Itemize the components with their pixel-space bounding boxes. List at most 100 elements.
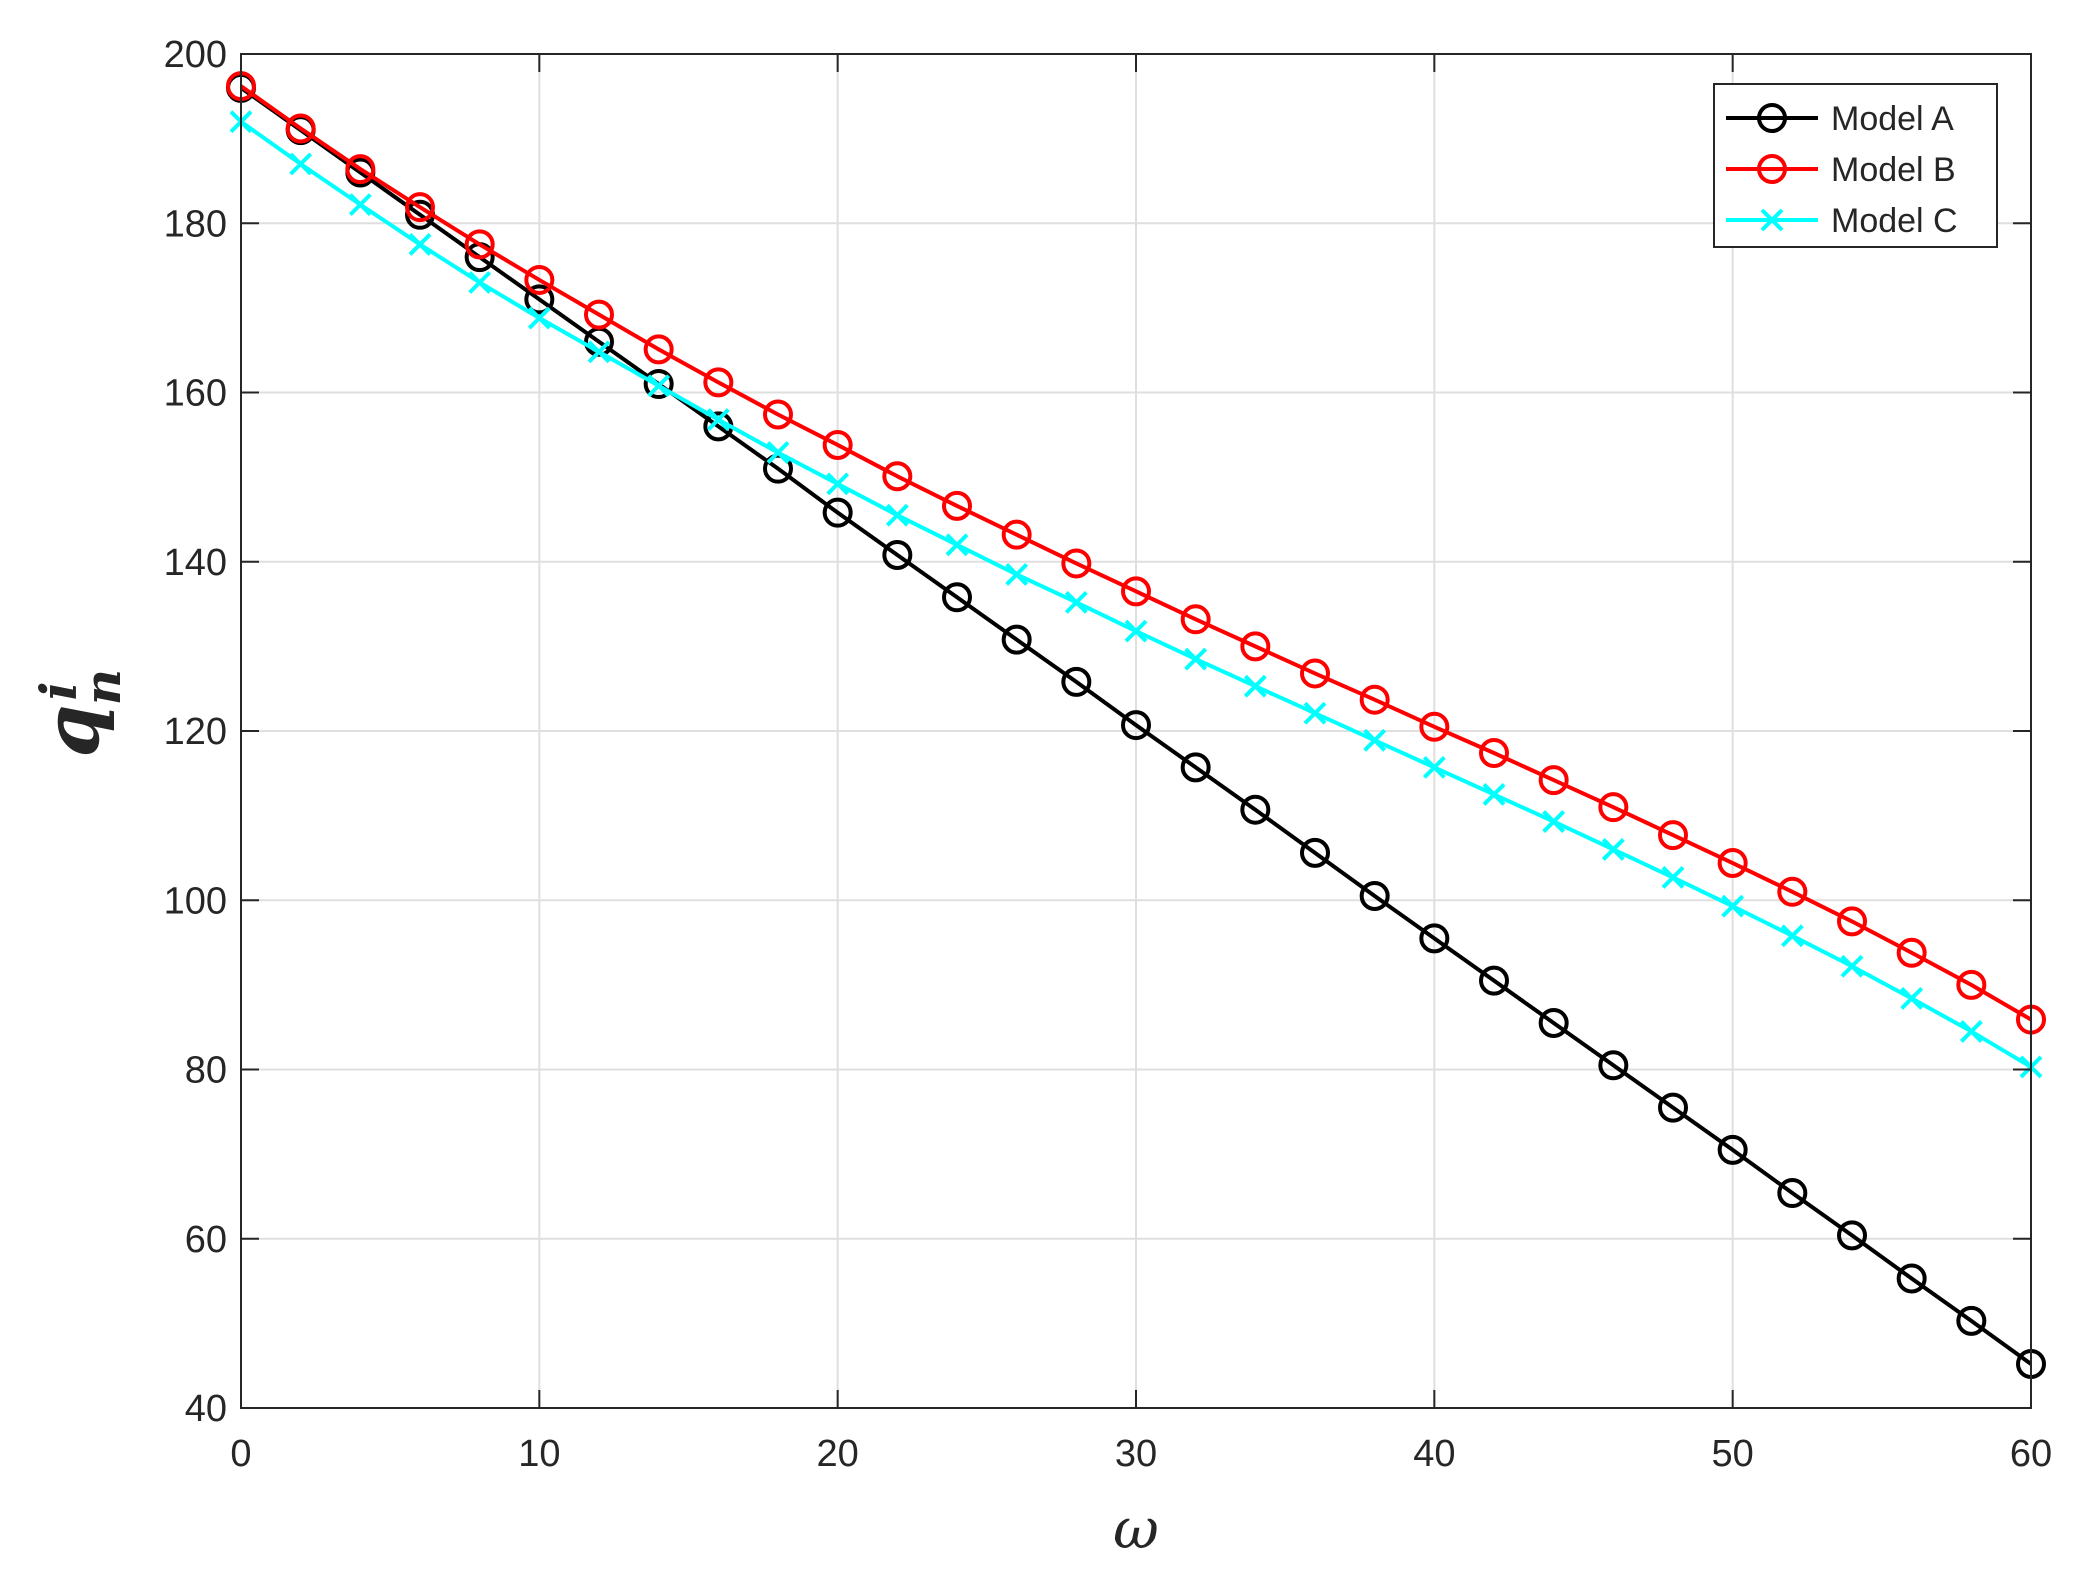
data-point bbox=[1717, 1134, 1748, 1165]
y-axis-label-base: q bbox=[27, 704, 116, 757]
legend-marker bbox=[1757, 154, 1787, 184]
series-model-b bbox=[226, 71, 2046, 1035]
data-point bbox=[647, 374, 671, 398]
data-point bbox=[643, 369, 674, 400]
axis-ticks bbox=[240, 53, 2032, 1409]
data-point bbox=[1240, 794, 1271, 825]
data-point bbox=[942, 582, 972, 613]
y-tick-label: 120 bbox=[164, 711, 227, 753]
data-point bbox=[1300, 658, 1330, 689]
data-point bbox=[703, 367, 734, 398]
data-point bbox=[1121, 710, 1151, 741]
data-point bbox=[1598, 1050, 1629, 1081]
data-point bbox=[826, 472, 850, 496]
data-point bbox=[408, 232, 432, 256]
data-point bbox=[1124, 619, 1148, 643]
data-point bbox=[1363, 728, 1387, 752]
data-point bbox=[1419, 923, 1450, 954]
tick-labels: 0 10 20 30 40 50 60 40 60 80 100 120 140 160 180 200 bbox=[164, 34, 2053, 1475]
x-tick-label: 60 bbox=[2010, 1433, 2052, 1475]
x-tick-label: 50 bbox=[1712, 1433, 1754, 1475]
legend-label: Model A bbox=[1831, 100, 1954, 138]
data-point bbox=[1243, 674, 1267, 698]
data-point bbox=[643, 334, 674, 365]
x-tick-label: 10 bbox=[518, 1433, 560, 1475]
data-point bbox=[1001, 624, 1032, 655]
data-point bbox=[1837, 1220, 1867, 1251]
legend-label: Model B bbox=[1831, 151, 1956, 189]
legend-entry: Model B bbox=[1726, 151, 1956, 189]
data-point bbox=[1777, 876, 1808, 907]
y-tick-label: 160 bbox=[164, 373, 227, 415]
data-point bbox=[766, 441, 790, 464]
data-point bbox=[1959, 1020, 1983, 1043]
data-point bbox=[1359, 881, 1390, 912]
grid bbox=[241, 54, 2031, 1408]
data-point bbox=[1538, 765, 1569, 796]
data-point bbox=[345, 154, 376, 185]
x-tick-label: 40 bbox=[1413, 1433, 1455, 1475]
data-point bbox=[1900, 987, 1924, 1010]
data-point bbox=[405, 192, 435, 223]
legend-entry: Model A bbox=[1726, 100, 1954, 138]
y-tick-label: 80 bbox=[185, 1050, 227, 1092]
y-axis-label: q i n bbox=[27, 669, 132, 758]
data-point bbox=[1658, 1092, 1688, 1123]
data-point bbox=[1717, 848, 1748, 879]
x-tick-label: 30 bbox=[1115, 1433, 1157, 1475]
data-point bbox=[1956, 1305, 1987, 1336]
data-point bbox=[945, 533, 969, 557]
data-point bbox=[822, 429, 853, 460]
data-point bbox=[285, 113, 316, 144]
series-line bbox=[239, 86, 2033, 1366]
data-point bbox=[1121, 576, 1151, 607]
data-point bbox=[348, 193, 372, 217]
data-point bbox=[584, 299, 614, 330]
y-tick-label: 60 bbox=[185, 1219, 227, 1261]
x-axis-label: ω bbox=[1113, 1497, 1159, 1562]
legend-label: Model C bbox=[1831, 202, 1958, 240]
data-point bbox=[1837, 906, 1867, 937]
data-point bbox=[1180, 752, 1211, 783]
data-point bbox=[1061, 666, 1092, 697]
data-point bbox=[1479, 965, 1509, 996]
y-tick-label: 180 bbox=[164, 203, 227, 245]
data-point bbox=[1601, 838, 1625, 861]
data-point bbox=[885, 503, 909, 527]
data-point bbox=[1419, 711, 1450, 742]
y-tick-label: 140 bbox=[164, 542, 227, 584]
data-point bbox=[763, 453, 793, 484]
data-point bbox=[1658, 820, 1688, 851]
data-point bbox=[527, 306, 551, 330]
data-point bbox=[1240, 631, 1271, 662]
data-point bbox=[1542, 810, 1566, 833]
data-point bbox=[1482, 783, 1506, 806]
legend-marker bbox=[1757, 103, 1787, 133]
data-point bbox=[1538, 1007, 1569, 1038]
data-point bbox=[1896, 937, 1927, 968]
data-point bbox=[1064, 590, 1088, 614]
data-point bbox=[464, 229, 495, 260]
data-point bbox=[1661, 865, 1685, 889]
data-point bbox=[468, 271, 492, 294]
data-point bbox=[1422, 755, 1446, 779]
data-point bbox=[882, 539, 913, 570]
y-axis-label-superscript: i bbox=[29, 682, 88, 701]
data-point bbox=[1180, 604, 1211, 635]
series-layer bbox=[226, 71, 2046, 1379]
legend: Model A Model B Model C bbox=[1713, 83, 1998, 248]
data-point bbox=[1479, 738, 1509, 769]
data-point bbox=[289, 152, 313, 176]
data-point bbox=[706, 408, 730, 431]
data-point bbox=[882, 461, 913, 492]
legend-entry: Model C bbox=[1726, 202, 1958, 240]
data-point bbox=[1780, 924, 1804, 948]
svg-text:i: i bbox=[29, 682, 88, 701]
data-point bbox=[1001, 519, 1032, 550]
svg-text:q: q bbox=[27, 704, 116, 757]
data-point bbox=[1005, 563, 1029, 586]
svg-text:n: n bbox=[73, 669, 132, 705]
data-point bbox=[1721, 894, 1745, 918]
data-point bbox=[763, 399, 793, 430]
